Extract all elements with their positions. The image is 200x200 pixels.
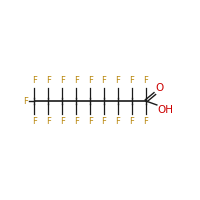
Text: F: F <box>74 117 79 126</box>
Text: F: F <box>23 97 28 106</box>
Text: F: F <box>32 117 37 126</box>
Text: F: F <box>74 76 79 85</box>
Text: F: F <box>116 117 120 126</box>
Text: F: F <box>46 117 51 126</box>
Text: OH: OH <box>157 105 173 115</box>
Text: F: F <box>60 117 65 126</box>
Text: F: F <box>143 117 148 126</box>
Text: F: F <box>60 76 65 85</box>
Text: F: F <box>88 117 93 126</box>
Text: F: F <box>130 117 134 126</box>
Text: F: F <box>116 76 120 85</box>
Text: F: F <box>130 76 134 85</box>
Text: F: F <box>88 76 93 85</box>
Text: O: O <box>155 83 164 93</box>
Text: F: F <box>102 117 106 126</box>
Text: F: F <box>143 76 148 85</box>
Text: F: F <box>32 76 37 85</box>
Text: F: F <box>102 76 106 85</box>
Text: F: F <box>46 76 51 85</box>
